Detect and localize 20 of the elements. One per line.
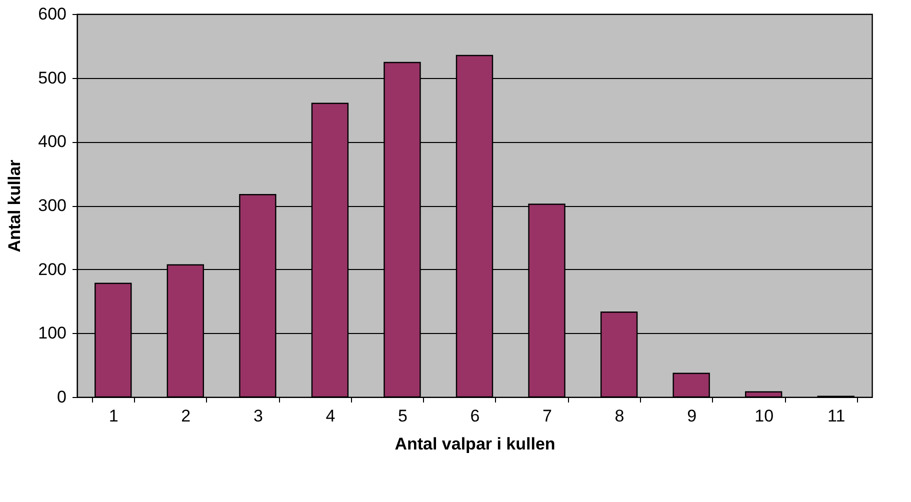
x-tick-label: 5 xyxy=(398,406,408,426)
y-tick-label: 400 xyxy=(38,132,66,152)
x-tick-label: 8 xyxy=(614,406,624,426)
x-tick-label: 6 xyxy=(470,406,480,426)
y-tick-label: 0 xyxy=(57,388,66,406)
x-tick-label: 3 xyxy=(253,406,263,426)
x-axis-title: Antal valpar i kullen xyxy=(394,434,556,454)
y-axis-title: Antal kullar xyxy=(5,159,24,252)
x-tick-label: 4 xyxy=(326,406,336,426)
y-tick-label: 500 xyxy=(38,68,66,88)
x-tick-label: 1 xyxy=(108,406,118,426)
y-tick-label: 300 xyxy=(38,196,66,215)
x-tick-label: 9 xyxy=(687,406,697,426)
x-tick-label: 11 xyxy=(828,406,846,426)
y-tick-label: 200 xyxy=(38,260,66,279)
x-tick-label: 10 xyxy=(754,406,774,426)
x-tick-label: 2 xyxy=(181,406,191,426)
y-tick-label: 600 xyxy=(38,4,66,24)
x-tick-label: 7 xyxy=(542,406,552,426)
y-tick-label: 100 xyxy=(38,324,66,343)
